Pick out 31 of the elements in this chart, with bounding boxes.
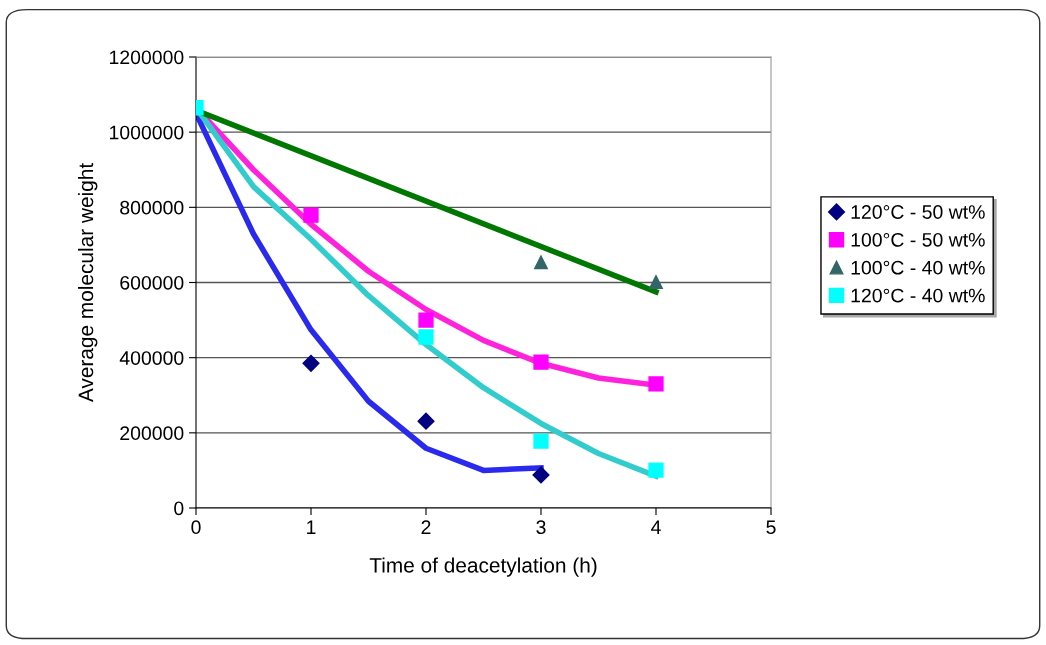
point — [648, 376, 664, 392]
y-tick-label: 400000 — [119, 351, 184, 365]
y-tick-label: 0 — [174, 501, 184, 516]
point — [417, 412, 435, 430]
point — [648, 462, 664, 478]
y-tick-label: 600000 — [120, 275, 184, 290]
legend-label: 120°C - 40 wt% — [851, 288, 985, 303]
y-tick-label: 1000000 — [109, 125, 184, 140]
x-tick-label: 1 — [307, 520, 316, 534]
y-tick-label: 1200000 — [109, 50, 184, 65]
x-axis-title: Time of deacetylation (h) — [369, 557, 597, 577]
x-tick-label: 4 — [651, 520, 661, 534]
point — [302, 354, 320, 372]
point — [418, 312, 434, 328]
legend-label: 120°C - 50 wt% — [851, 205, 985, 219]
point — [532, 466, 550, 484]
x-tick-label: 2 — [421, 520, 431, 534]
x-tick-label: 3 — [536, 520, 546, 535]
point — [533, 433, 549, 449]
point — [533, 354, 549, 370]
y-axis-title: Average molecular weight — [77, 162, 98, 403]
point — [303, 207, 319, 223]
legend-label: 100°C - 50 wt% — [851, 232, 985, 247]
point — [418, 329, 434, 345]
legend-label: 100°C - 40 wt% — [851, 260, 985, 275]
y-tick-label: 800000 — [120, 200, 184, 215]
x-tick-label: 0 — [191, 520, 201, 535]
point — [649, 275, 663, 290]
x-tick-label: 5 — [766, 520, 776, 535]
y-tick-label: 200000 — [120, 426, 184, 441]
point — [534, 255, 548, 270]
